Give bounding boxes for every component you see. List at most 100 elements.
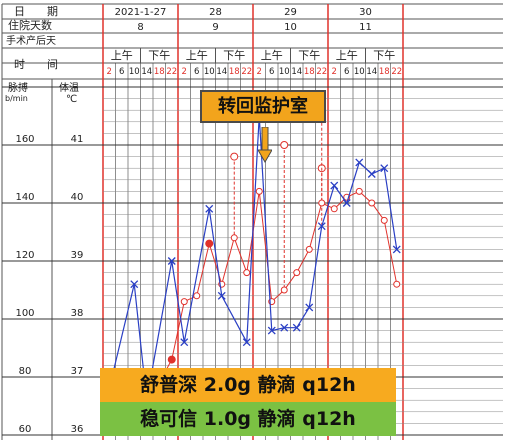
pulse-point <box>305 303 314 312</box>
temp-tick: 37 <box>71 366 84 377</box>
temperature-point <box>167 355 176 364</box>
am-label: 上午 <box>111 49 133 62</box>
pulse-x-stroke <box>380 164 389 173</box>
hour-label: 18 <box>229 67 240 77</box>
temperature-point <box>180 298 188 306</box>
pulse-x-stroke <box>305 303 314 312</box>
day-value: 8 <box>137 22 143 33</box>
temperature-point <box>368 199 376 207</box>
temp-tick: 39 <box>71 250 84 261</box>
pulse-x-stroke <box>267 326 276 335</box>
prescription-1: 舒普深 2.0g 静滴 q12h <box>100 368 396 402</box>
hour-label: 6 <box>344 67 349 77</box>
hour-label: 22 <box>166 67 177 77</box>
pulse-point <box>280 323 289 332</box>
temperature-point <box>193 292 201 300</box>
postop-label: 手术产后天 <box>6 34 56 47</box>
pulse-point <box>342 199 351 207</box>
hour-label: 6 <box>269 67 274 77</box>
pulse-tick: 160 <box>15 134 34 145</box>
day-value: 9 <box>212 22 218 33</box>
pulse-x-stroke <box>355 158 364 167</box>
hour-label: 18 <box>304 67 315 77</box>
temperature-point <box>230 234 238 242</box>
temp-tick: 38 <box>71 308 84 319</box>
transfer-callout: 转回监护室 <box>200 90 326 123</box>
am-label: 上午 <box>261 49 283 62</box>
am-label: 上午 <box>336 49 358 62</box>
pulse-x-stroke <box>292 323 301 332</box>
pulse-x-stroke <box>317 222 326 231</box>
hour-label: 10 <box>129 67 140 77</box>
temperature-point <box>330 205 338 213</box>
pulse-line <box>108 115 398 401</box>
pulse-tick: 80 <box>19 366 32 377</box>
temperature-point <box>355 187 363 195</box>
pulse-point <box>130 280 139 289</box>
pulse-axis-title: 脉搏 <box>8 81 28 94</box>
date-label: 日 期 <box>14 5 58 18</box>
hour-label: 10 <box>204 67 215 77</box>
pulse-x-stroke <box>367 170 376 178</box>
pulse-point <box>205 204 214 213</box>
pulse-point <box>242 338 251 347</box>
day-value: 11 <box>359 22 372 33</box>
pm-label: 下午 <box>298 49 320 62</box>
temp-tick: 40 <box>71 192 84 203</box>
pulse-x-stroke <box>130 280 139 289</box>
hour-label: 22 <box>391 67 402 77</box>
pulse-point <box>392 245 401 254</box>
temperature-point <box>380 216 388 224</box>
time-label: 时 间 <box>14 58 58 71</box>
hour-label: 10 <box>354 67 365 77</box>
hour-label: 6 <box>194 67 199 77</box>
pulse-point <box>180 338 189 347</box>
temp-axis-title: 体温 <box>59 82 79 94</box>
temp-high-marker <box>230 152 239 161</box>
pulse-point <box>167 257 176 265</box>
hour-label: 14 <box>216 67 227 77</box>
hour-label: 2 <box>107 67 112 77</box>
temperature-point <box>255 187 263 195</box>
temperature-point <box>393 280 401 288</box>
hour-label: 10 <box>279 67 290 77</box>
pulse-x-stroke <box>242 338 251 347</box>
prescription-2: 稳可信 1.0g 静滴 q12h <box>100 402 396 436</box>
pulse-x-stroke <box>205 204 214 213</box>
temp-axis-unit: ℃ <box>66 94 77 105</box>
temperature-point <box>205 239 214 248</box>
temp-tick: 41 <box>71 134 84 145</box>
pulse-point <box>380 164 389 173</box>
days-label: 住院天数 <box>8 18 52 32</box>
pulse-x-stroke <box>180 338 189 347</box>
hour-label: 22 <box>316 67 327 77</box>
pulse-x-stroke <box>330 181 339 190</box>
hour-label: 14 <box>291 67 302 77</box>
pulse-point <box>367 170 376 178</box>
pm-label: 下午 <box>148 49 170 62</box>
pulse-tick: 100 <box>15 308 34 319</box>
temp-tick: 36 <box>71 424 84 435</box>
hour-label: 6 <box>119 67 124 77</box>
hour-label: 2 <box>257 67 262 77</box>
date-value: 28 <box>209 7 222 18</box>
hour-label: 14 <box>141 67 152 77</box>
temperature-point <box>305 245 313 253</box>
pulse-tick: 120 <box>15 250 34 261</box>
pulse-x-stroke <box>217 291 226 300</box>
pm-label: 下午 <box>373 49 395 62</box>
temperature-point <box>243 269 251 277</box>
temperature-point <box>318 199 326 207</box>
pulse-point <box>317 222 326 231</box>
pulse-point <box>330 181 339 190</box>
temperature-point <box>293 269 301 277</box>
pulse-x-stroke <box>392 245 401 254</box>
hour-label: 2 <box>182 67 187 77</box>
hour-label: 18 <box>379 67 390 77</box>
pulse-point <box>267 326 276 335</box>
temp-high-marker <box>280 141 289 149</box>
hour-label: 14 <box>366 67 377 77</box>
pulse-axis-unit: b/min <box>5 94 28 103</box>
pulse-point <box>217 291 226 300</box>
day-value: 10 <box>284 22 297 33</box>
